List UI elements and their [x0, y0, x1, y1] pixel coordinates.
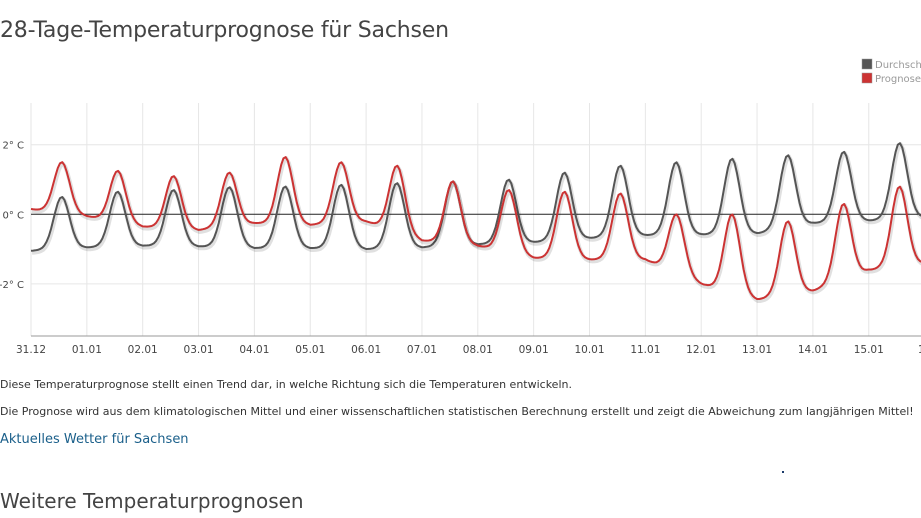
x-tick-label: 14.01: [798, 344, 828, 356]
temperature-chart: 2° C 0° C -2° C 31.12 01.01 02.01 03.01 04.01 05…: [0, 55, 921, 365]
x-tick-label: 31.12: [16, 344, 46, 356]
section-title-more-forecasts: Weitere Temperaturprognosen: [0, 489, 304, 513]
x-tick-label: 06.01: [351, 344, 381, 356]
x-tick-label: 13.01: [742, 344, 772, 356]
legend-swatch: [861, 58, 873, 70]
series-line-prognose: [30, 156, 921, 300]
legend-label: Durchschnitt: [875, 60, 921, 71]
x-tick-label: 04.01: [239, 344, 269, 356]
x-tick-label: 07.01: [407, 344, 437, 356]
series-line-durchschnitt: [30, 142, 921, 252]
chart-svg: 2° C 0° C -2° C 31.12 01.01 02.01 03.01 04.01 05…: [0, 58, 921, 356]
current-weather-link[interactable]: Aktuelles Wetter für Sachsen: [0, 432, 189, 447]
decorative-dot: [782, 471, 784, 473]
forecast-note-trend: Diese Temperaturprognose stellt einen Tr…: [0, 378, 572, 391]
x-tick-label: 02.01: [128, 344, 158, 356]
x-tick-label: 12.01: [686, 344, 716, 356]
x-tick-label: 15.01: [854, 344, 884, 356]
x-tick-label: 10.01: [574, 344, 604, 356]
series-shadow-prognose: [31, 156, 921, 303]
x-tick-label: 03.01: [184, 344, 214, 356]
page-title: 28-Tage-Temperaturprognose für Sachsen: [0, 18, 449, 43]
x-tick-label: 05.01: [295, 344, 325, 356]
x-tick-label: 16: [918, 344, 921, 356]
x-tick-label: 09.01: [519, 344, 549, 356]
forecast-note-method: Die Prognose wird aus dem klimatologisch…: [0, 405, 914, 418]
x-tick-label: 08.01: [463, 344, 493, 356]
y-tick-label: 2° C: [2, 141, 24, 152]
x-tick-label: 01.01: [72, 344, 102, 356]
y-tick-label: 0° C: [2, 210, 24, 221]
x-tick-label: 11.01: [630, 344, 660, 356]
legend-swatch: [861, 72, 873, 84]
legend-label: Prognose: [875, 74, 921, 85]
y-tick-label: -2° C: [0, 280, 24, 291]
